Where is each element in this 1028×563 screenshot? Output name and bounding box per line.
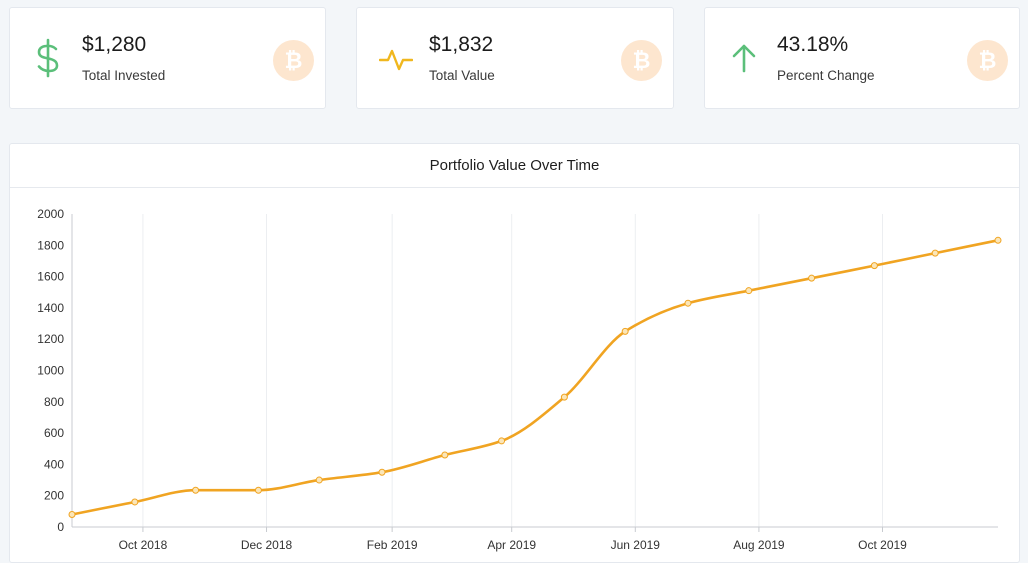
portfolio-line-chart: Oct 2018 Dec 2018 Feb 2019 Apr 2019 Jun 2019…: [37, 207, 1002, 552]
percent-change-label: Percent Change: [777, 68, 875, 83]
data-point: [994, 236, 1002, 244]
y-tick-label: 400: [44, 457, 64, 471]
y-tick-label: 2000: [37, 207, 64, 221]
y-tick-label: 1400: [37, 301, 64, 315]
data-point: [498, 437, 506, 445]
stat-card-percent-change: 43.18% Percent Change ₿: [704, 7, 1020, 109]
data-point: [745, 287, 753, 295]
total-value-label: Total Value: [429, 68, 495, 83]
chart-title: Portfolio Value Over Time: [10, 144, 1019, 188]
total-invested-label: Total Invested: [82, 68, 166, 83]
arrow-up-icon: [727, 38, 761, 78]
y-tick-label: 1800: [37, 238, 64, 252]
x-tick-label: Aug 2019: [733, 538, 785, 552]
data-point: [315, 476, 323, 484]
bitcoin-icon: ₿: [273, 40, 314, 81]
y-tick-label: 600: [44, 426, 64, 440]
total-value-value: $1,832: [429, 33, 494, 56]
y-tick-label: 800: [44, 395, 64, 409]
data-point: [192, 486, 200, 494]
svg-text:₿: ₿: [633, 48, 651, 73]
data-point: [560, 393, 568, 401]
x-tick-label: Dec 2018: [241, 538, 293, 552]
percent-change-value: 43.18%: [777, 33, 849, 56]
bitcoin-icon: ₿: [621, 40, 662, 81]
x-tick-label: Apr 2019: [487, 538, 536, 552]
data-point: [441, 451, 449, 459]
x-tick-label: Feb 2019: [367, 538, 418, 552]
stat-card-total-invested: $1,280 Total Invested ₿: [9, 7, 326, 109]
data-point: [621, 327, 629, 335]
y-tick-label: 1200: [37, 332, 64, 346]
data-point: [808, 274, 816, 282]
portfolio-chart-card: Portfolio Value Over Time Oct 2018 Dec 20…: [9, 143, 1020, 563]
y-tick-label: 0: [57, 520, 64, 534]
x-tick-label: Oct 2019: [858, 538, 907, 552]
svg-text:₿: ₿: [285, 48, 303, 73]
x-tick-label: Jun 2019: [611, 538, 661, 552]
y-tick-label: 200: [44, 489, 64, 503]
total-invested-value: $1,280: [82, 33, 147, 56]
data-point: [131, 498, 139, 506]
data-point: [254, 486, 262, 494]
svg-text:₿: ₿: [979, 48, 997, 73]
x-tick-label: Oct 2018: [119, 538, 168, 552]
bitcoin-icon: ₿: [967, 40, 1008, 81]
data-point: [378, 468, 386, 476]
y-tick-label: 1600: [37, 270, 64, 284]
y-tick-label: 1000: [37, 364, 64, 378]
data-point: [931, 249, 939, 257]
data-point: [684, 299, 692, 307]
data-point: [870, 262, 878, 270]
stat-card-total-value: $1,832 Total Value ₿: [356, 7, 674, 109]
series-line: [71, 239, 999, 516]
data-point: [68, 510, 76, 518]
dollar-icon: [32, 38, 66, 78]
activity-pulse-icon: [378, 38, 414, 78]
